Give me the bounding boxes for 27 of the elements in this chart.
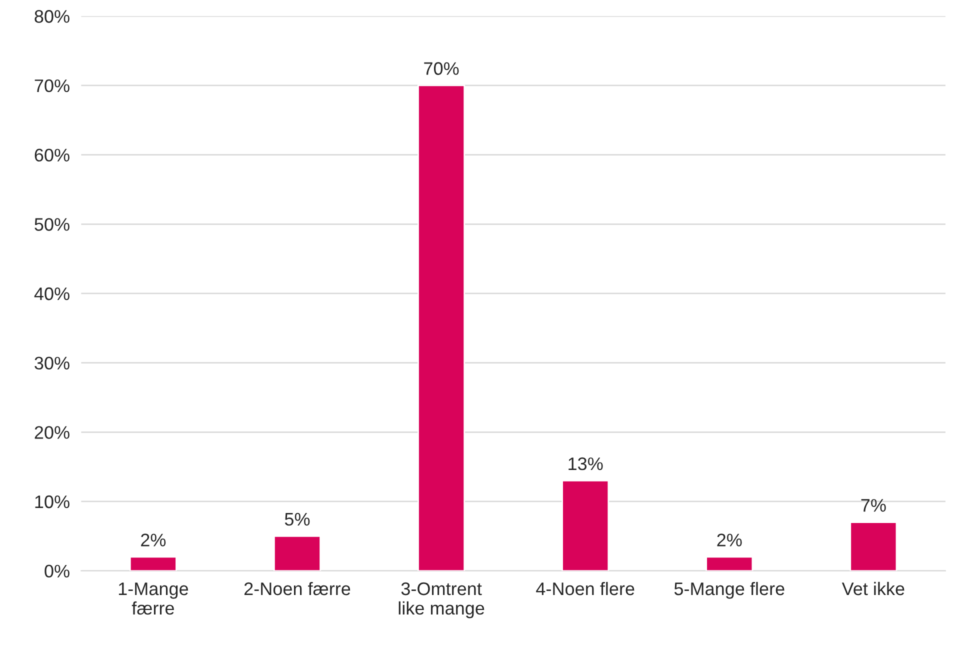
y-tick-label: 80% bbox=[34, 10, 70, 23]
x-tick-label: 4-Noen flere bbox=[536, 582, 634, 596]
bar bbox=[418, 84, 466, 571]
bar bbox=[706, 556, 754, 571]
data-label: 13% bbox=[568, 457, 603, 470]
y-tick-label: 20% bbox=[34, 426, 70, 439]
y-tick-label: 50% bbox=[34, 218, 70, 231]
y-tick-label: 70% bbox=[34, 79, 70, 92]
y-tick-label: 30% bbox=[34, 356, 70, 370]
data-label: 2% bbox=[141, 534, 166, 546]
data-label: 5% bbox=[284, 512, 310, 526]
data-label: 2% bbox=[717, 534, 742, 546]
bar bbox=[562, 480, 610, 571]
y-tick-label: 60% bbox=[34, 148, 70, 162]
y-tick-label: 0% bbox=[44, 564, 70, 578]
x-tick-label: 3-Omtrent like mange bbox=[398, 582, 484, 618]
data-label: 7% bbox=[861, 499, 886, 512]
x-tick-label: Vet ikke bbox=[842, 582, 904, 596]
x-tick-label: 5-Mange flere bbox=[674, 582, 784, 599]
y-tick-label: 10% bbox=[35, 495, 70, 508]
x-tick-label: 2-Noen færre bbox=[244, 582, 350, 596]
data-label: 70% bbox=[424, 62, 459, 75]
bar bbox=[850, 522, 898, 571]
x-tick-label: 1-Mange færre bbox=[118, 582, 188, 615]
y-tick-label: 40% bbox=[34, 287, 70, 300]
bar bbox=[274, 535, 321, 571]
bar bbox=[129, 556, 177, 571]
